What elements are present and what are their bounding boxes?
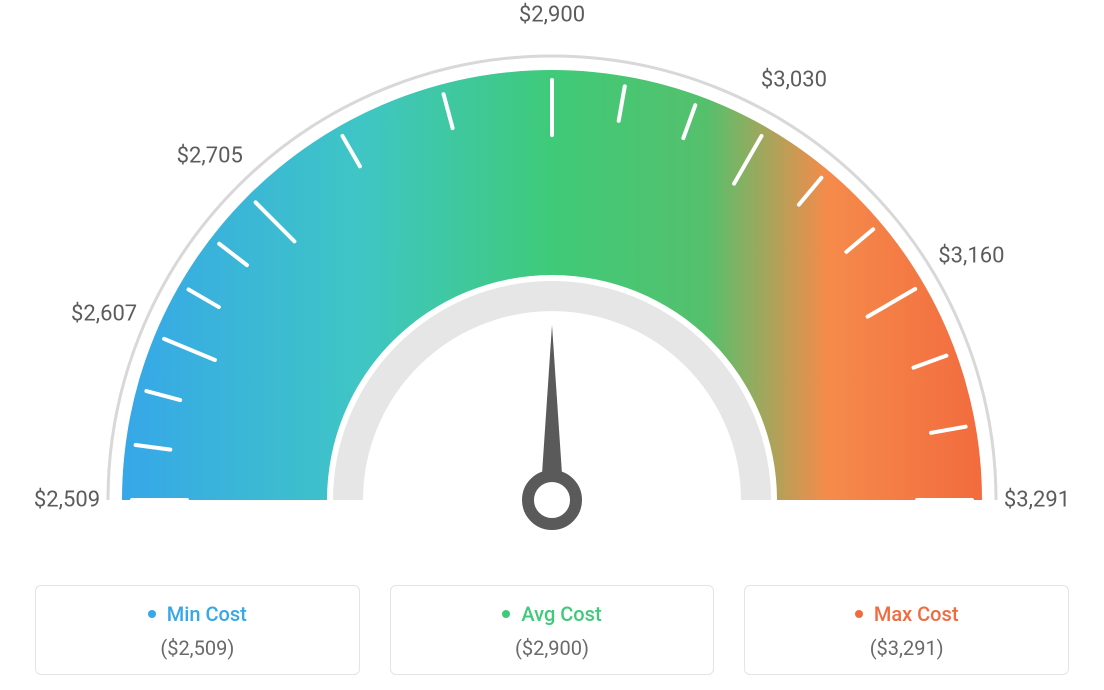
gauge-tick-label: $3,160: [938, 244, 1004, 269]
gauge-tick-label: $3,291: [1004, 488, 1070, 513]
legend-title-avg-text: Avg Cost: [521, 602, 601, 626]
legend-card-min: Min Cost ($2,509): [35, 585, 360, 675]
legend-title-avg: Avg Cost: [401, 602, 704, 626]
gauge-tick-label: $3,030: [761, 67, 827, 92]
legend-title-min-text: Min Cost: [167, 602, 247, 626]
legend-title-max: Max Cost: [755, 602, 1058, 626]
gauge-tick-label: $2,607: [71, 301, 137, 326]
legend-row: Min Cost ($2,509) Avg Cost ($2,900) Max …: [0, 585, 1104, 675]
legend-card-max: Max Cost ($3,291): [744, 585, 1069, 675]
legend-card-avg: Avg Cost ($2,900): [390, 585, 715, 675]
legend-dot-min: [148, 610, 156, 618]
legend-value-min: ($2,509): [46, 636, 349, 660]
legend-value-avg: ($2,900): [401, 636, 704, 660]
gauge-tick-label: $2,509: [34, 488, 100, 513]
legend-dot-avg: [502, 610, 510, 618]
legend-value-max: ($3,291): [755, 636, 1058, 660]
gauge-tick-label: $2,900: [519, 3, 585, 28]
legend-title-min: Min Cost: [46, 602, 349, 626]
gauge-tick-label: $2,705: [177, 144, 243, 169]
cost-gauge-container: $2,509 $2,607 $2,705 $2,900 $3,030 $3,160 $3,2…: [0, 0, 1104, 690]
gauge-svg: [0, 0, 1104, 560]
legend-title-max-text: Max Cost: [874, 602, 959, 626]
legend-dot-max: [855, 610, 863, 618]
gauge-chart: $2,509 $2,607 $2,705 $2,900 $3,030 $3,160 $3,2…: [0, 0, 1104, 560]
